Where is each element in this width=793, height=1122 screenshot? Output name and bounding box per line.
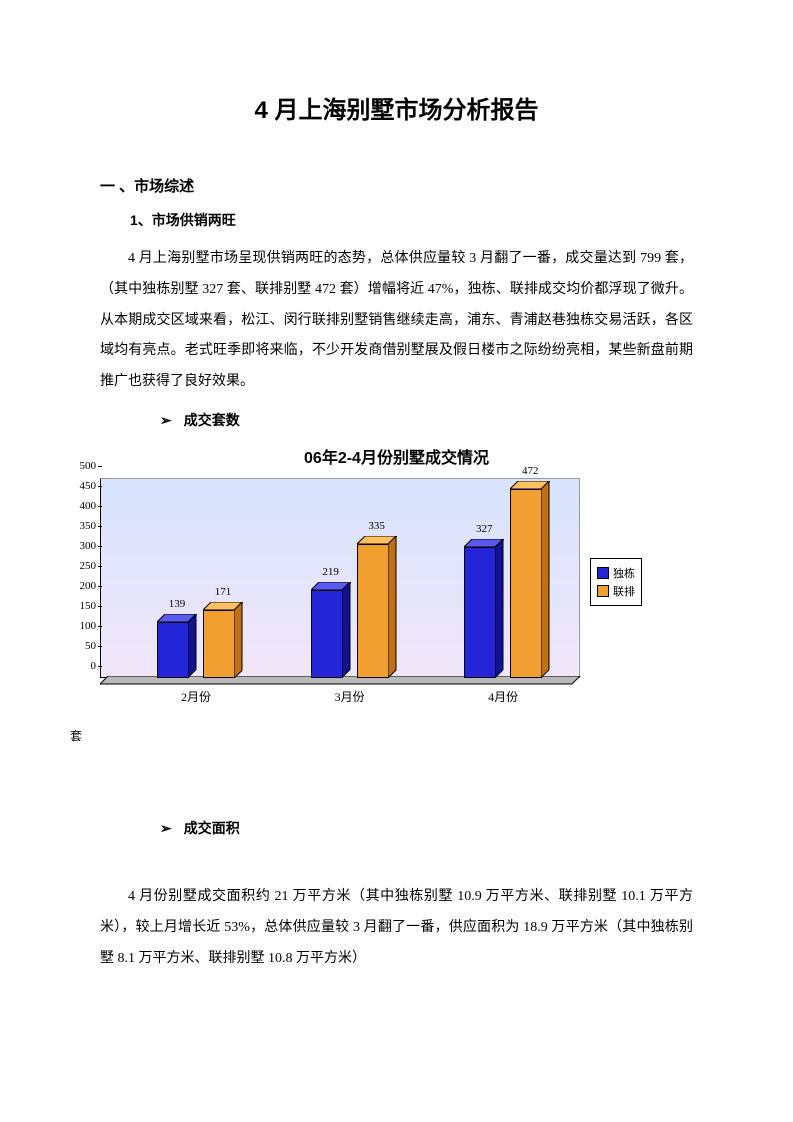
legend-label-b: 联排 (613, 583, 635, 599)
bar-联排-2月份 (203, 602, 243, 678)
x-label: 4月份 (488, 688, 518, 705)
chart-plot: 050100150200250300350400450500 139171219… (100, 478, 580, 678)
y-tick: 300 (80, 540, 97, 552)
bar-value-label: 139 (169, 598, 186, 610)
legend-label-a: 独栋 (613, 565, 635, 581)
y-tick: 350 (80, 520, 97, 532)
y-tick: 100 (80, 620, 97, 632)
bar-value-label: 219 (322, 566, 339, 578)
chart-title: 06年2-4月份别墅成交情况 (100, 444, 693, 468)
section-heading-1-1: 1、市场供销两旺 (130, 210, 693, 230)
chart-container: 06年2-4月份别墅成交情况 0501001502002503003504004… (100, 444, 693, 706)
y-axis-line (100, 479, 101, 678)
y-tick: 450 (80, 480, 97, 492)
bar-独栋-3月份 (311, 582, 351, 678)
y-tick: 150 (80, 600, 97, 612)
y-axis: 050100150200250300350400450500 (58, 479, 98, 678)
bar-独栋-2月份 (157, 614, 197, 678)
bar-联排-4月份 (510, 481, 550, 678)
bar-value-label: 335 (368, 520, 385, 532)
page-title: 4 月上海别墅市场分析报告 (100, 90, 693, 125)
x-label: 2月份 (181, 688, 211, 705)
y-tick: 500 (80, 460, 97, 472)
y-tick: 50 (85, 640, 96, 652)
chart-legend: 独栋 联排 (590, 558, 642, 606)
y-tick: 200 (80, 580, 97, 592)
y-axis-unit: 套 (70, 727, 82, 744)
bar-联排-3月份 (357, 536, 397, 678)
legend-swatch-b (597, 585, 609, 597)
paragraph-2: 4 月份别墅成交面积约 21 万平方米（其中独栋别墅 10.9 万平方米、联排别… (100, 882, 693, 974)
legend-swatch-a (597, 567, 609, 579)
x-axis-labels: 2月份 3月份 4月份 (100, 684, 580, 706)
bar-独栋-4月份 (464, 539, 504, 678)
bullet-volume: 成交套数 (160, 410, 693, 430)
legend-item-b: 联排 (597, 583, 635, 599)
bar-value-label: 171 (215, 586, 232, 598)
legend-item-a: 独栋 (597, 565, 635, 581)
y-tick: 0 (91, 660, 97, 672)
y-tick: 250 (80, 560, 97, 572)
bullet-area: 成交面积 (160, 818, 693, 838)
bar-value-label: 472 (522, 465, 539, 477)
bar-value-label: 327 (476, 523, 493, 535)
x-label: 3月份 (335, 688, 365, 705)
paragraph-1: 4 月上海别墅市场呈现供销两旺的态势，总体供应量较 3 月翻了一番，成交量达到 … (100, 244, 693, 398)
y-tick: 400 (80, 500, 97, 512)
section-heading-1: 一 、市场综述 (100, 175, 693, 196)
